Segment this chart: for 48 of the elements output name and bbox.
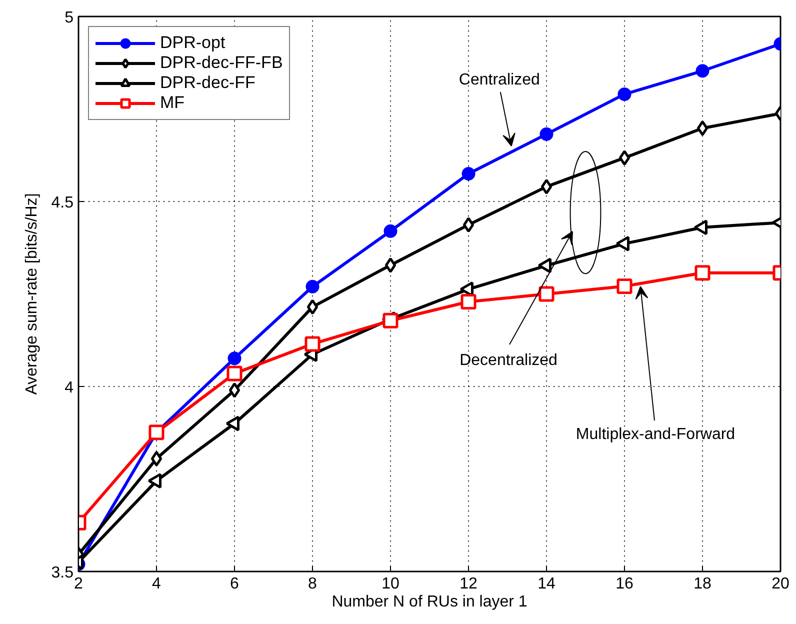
point [538,286,554,302]
y-tick-label: 4 [64,380,74,396]
point [462,167,476,180]
point [540,127,554,141]
point [306,280,320,294]
point [618,150,630,166]
point [696,120,708,136]
point [460,294,476,310]
legend-label: DPR-dec-FF-FB [160,53,283,73]
point [462,217,474,233]
x-tick-label: 4 [152,576,162,592]
point [382,312,398,328]
point [228,382,240,398]
annotation: Centralized [458,72,540,88]
point [304,336,320,352]
x-tick-label: 14 [538,576,556,592]
point [384,257,396,273]
y-axis-title: Average sum-rate [bits/s/Hz] [23,193,40,395]
x-tick-label: 16 [616,576,634,592]
x-tick-label: 20 [772,576,790,592]
point [306,299,318,315]
point [616,236,630,252]
point [228,352,242,366]
legend-label: MF [160,93,185,113]
y-tick-label: 3.5 [51,564,74,582]
point [384,224,398,238]
point [618,87,632,101]
point [540,178,552,194]
legend-label: DPR-dec-FF [160,73,256,93]
point [694,220,708,236]
x-tick-label: 2 [74,576,84,592]
point [696,64,710,78]
legend-label: DPR-opt [160,33,226,53]
x-tick-label: 12 [460,576,478,592]
x-axis-title: Number N of RUs in layer 1 [332,594,528,610]
y-tick-label: 4.5 [51,194,74,212]
x-tick-label: 18 [694,576,712,592]
point [616,278,632,294]
annotation: Decentralized [460,352,558,369]
x-tick-label: 8 [308,576,318,592]
annotation: Multiplex-and-Forward [576,426,736,444]
point [538,258,552,274]
x-tick-label: 10 [382,576,400,592]
x-tick-label: 6 [230,576,240,592]
y-tick-label: 5 [64,10,74,26]
point [694,265,710,281]
point [226,366,242,382]
point [150,450,162,466]
